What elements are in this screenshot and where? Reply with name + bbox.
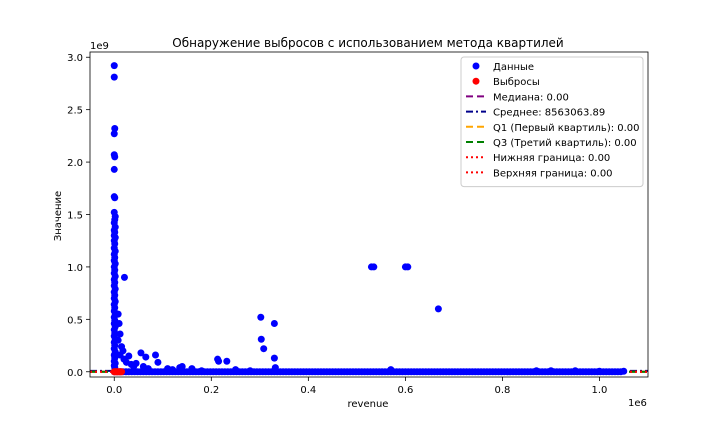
- baseline-point: [617, 368, 625, 376]
- data-point-92: [257, 335, 265, 343]
- y-tick-label-0: 0.0: [67, 368, 83, 379]
- axis-ticks: 0.0 0.2 0.4 0.6 0.8 1.0 0.0 0.5 1.0 1.5 2.0 2.5 3.0: [67, 53, 607, 396]
- outlier-point-top-5: [118, 368, 126, 376]
- legend-label-4: Q1 (Первый квартиль): 0.00: [493, 123, 640, 134]
- plot-frame: [89, 51, 649, 378]
- data-point-93: [260, 345, 268, 353]
- data-point-66: [120, 273, 128, 281]
- data-point-5: [111, 153, 119, 161]
- data-point-76: [142, 353, 150, 361]
- x-tick-label-1: 0.2: [203, 385, 219, 396]
- legend-label-7: Верхняя граница: 0.00: [493, 168, 613, 179]
- legend: Данные Выбросы Медиана: 0.00 Среднее: 85630…: [460, 56, 644, 188]
- data-point-95: [270, 354, 278, 362]
- data-point-88: [223, 357, 231, 365]
- data-point-61: [115, 320, 123, 328]
- x-axis-label: revenue: [348, 399, 389, 410]
- data-point-91: [257, 313, 265, 321]
- y-tick-label-4: 2.0: [67, 158, 83, 169]
- chart-title: Обнаружение выбросов с использованием ме…: [172, 36, 563, 50]
- legend-label-1: Выбросы: [493, 77, 540, 88]
- data-point-3: [110, 130, 118, 138]
- data-point-1: [110, 73, 118, 81]
- x-tick-label-5: 1.0: [592, 385, 608, 396]
- y-tick-label-3: 1.5: [67, 211, 83, 222]
- x-tick-label-2: 0.4: [300, 385, 316, 396]
- plot-area: [90, 62, 648, 376]
- y-axis-label: Значение: [53, 191, 64, 241]
- y-tick-label-1: 0.5: [67, 315, 83, 326]
- data-point-8: [111, 194, 119, 202]
- legend-marker-0: [472, 62, 480, 70]
- data-point-78: [152, 351, 160, 359]
- data-point-98: [370, 263, 378, 271]
- y-tick-label-5: 2.5: [67, 106, 83, 117]
- data-point-101: [434, 305, 442, 313]
- legend-label-0: Данные: [493, 62, 534, 73]
- y-tick-label-2: 1.0: [67, 263, 83, 274]
- x-tick-label-3: 0.6: [397, 385, 413, 396]
- data-point-87: [215, 357, 223, 365]
- data-point-62: [116, 330, 124, 338]
- legend-label-2: Медиана: 0.00: [493, 92, 569, 103]
- data-point-60: [114, 310, 122, 318]
- data-point-94: [270, 320, 278, 328]
- data-point-2: [111, 125, 119, 133]
- x-tick-label-0: 0.0: [106, 385, 122, 396]
- legend-marker-1: [472, 77, 480, 85]
- data-point-6: [110, 165, 118, 173]
- data-point-70: [125, 352, 133, 360]
- y-offset-label: 1e9: [90, 41, 109, 52]
- y-tick-label-6: 3.0: [67, 53, 83, 64]
- legend-label-5: Q3 (Третий квартиль): 0.00: [493, 138, 637, 149]
- data-point-0: [110, 62, 118, 70]
- x-tick-label-4: 0.8: [494, 385, 510, 396]
- data-point-100: [404, 263, 412, 271]
- legend-label-3: Среднее: 8563063.89: [493, 108, 605, 119]
- data-point-73: [132, 359, 140, 367]
- data-point-79: [154, 358, 162, 366]
- x-offset-label: 1e6: [628, 398, 647, 409]
- data-point-63: [114, 336, 122, 344]
- legend-label-6: Нижняя граница: 0.00: [493, 153, 610, 164]
- data-point-74: [137, 349, 145, 357]
- legend-box: [460, 56, 644, 188]
